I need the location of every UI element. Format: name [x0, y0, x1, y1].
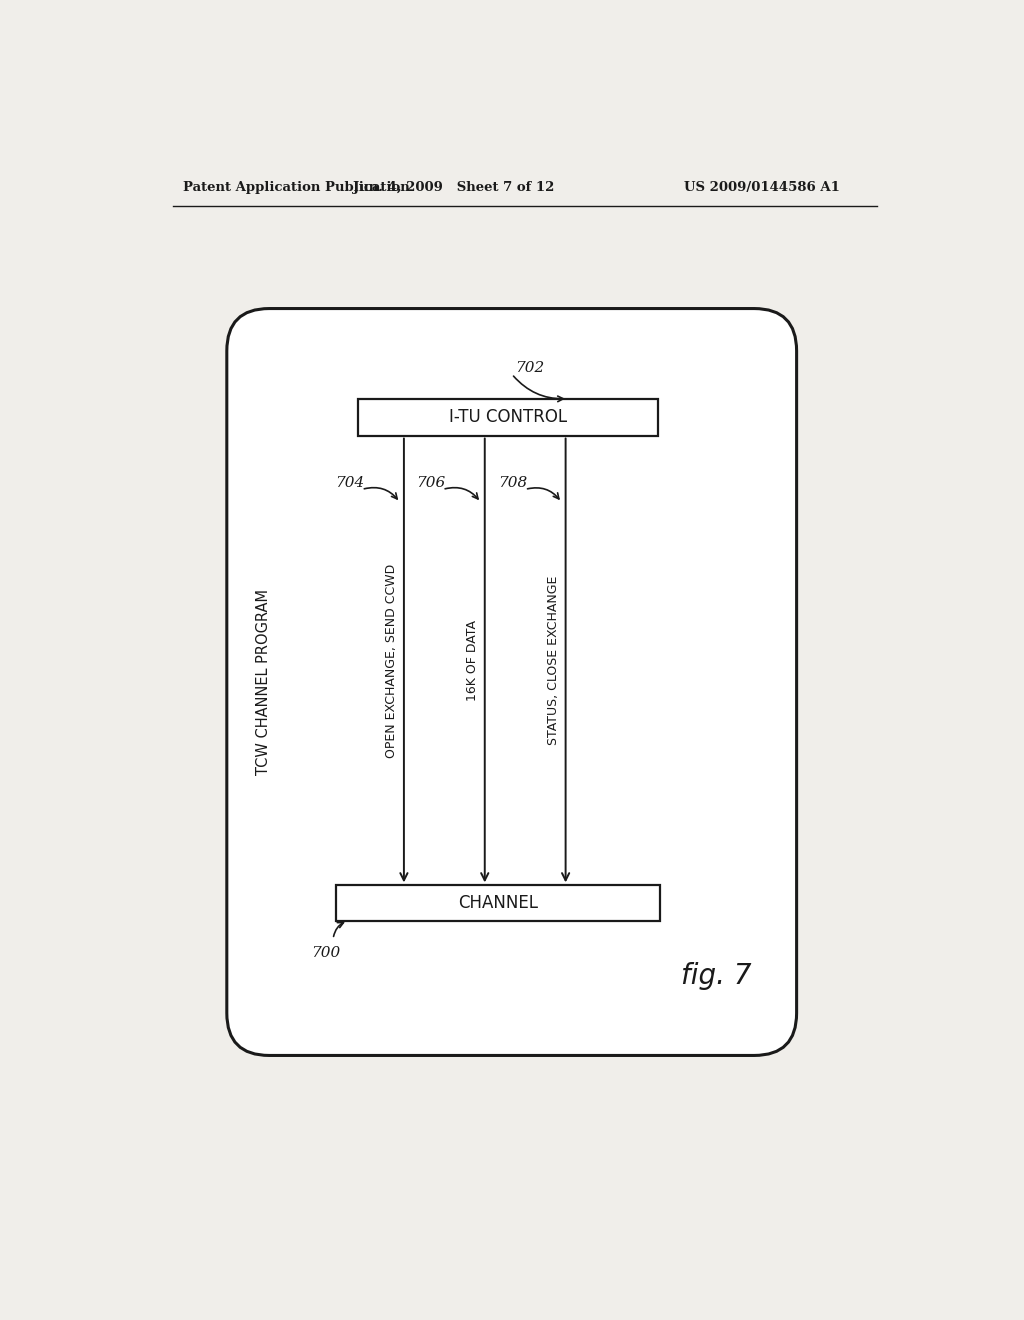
FancyBboxPatch shape	[357, 399, 658, 436]
FancyBboxPatch shape	[336, 886, 659, 921]
Text: I-TU CONTROL: I-TU CONTROL	[449, 408, 567, 426]
Text: 16K OF DATA: 16K OF DATA	[466, 620, 479, 701]
Text: 704: 704	[336, 477, 365, 490]
Text: 708: 708	[499, 477, 528, 490]
Text: Jun. 4, 2009   Sheet 7 of 12: Jun. 4, 2009 Sheet 7 of 12	[353, 181, 555, 194]
FancyBboxPatch shape	[226, 309, 797, 1056]
Text: 700: 700	[310, 946, 340, 960]
Text: TCW CHANNEL PROGRAM: TCW CHANNEL PROGRAM	[256, 589, 270, 775]
Text: STATUS, CLOSE EXCHANGE: STATUS, CLOSE EXCHANGE	[547, 576, 560, 744]
Text: fig. 7: fig. 7	[681, 962, 751, 990]
Text: 702: 702	[515, 360, 545, 375]
Text: OPEN EXCHANGE, SEND CCWD: OPEN EXCHANGE, SEND CCWD	[385, 564, 398, 758]
Text: 706: 706	[416, 477, 445, 490]
Text: Patent Application Publication: Patent Application Publication	[183, 181, 410, 194]
Text: US 2009/0144586 A1: US 2009/0144586 A1	[684, 181, 840, 194]
Text: CHANNEL: CHANNEL	[458, 894, 538, 912]
